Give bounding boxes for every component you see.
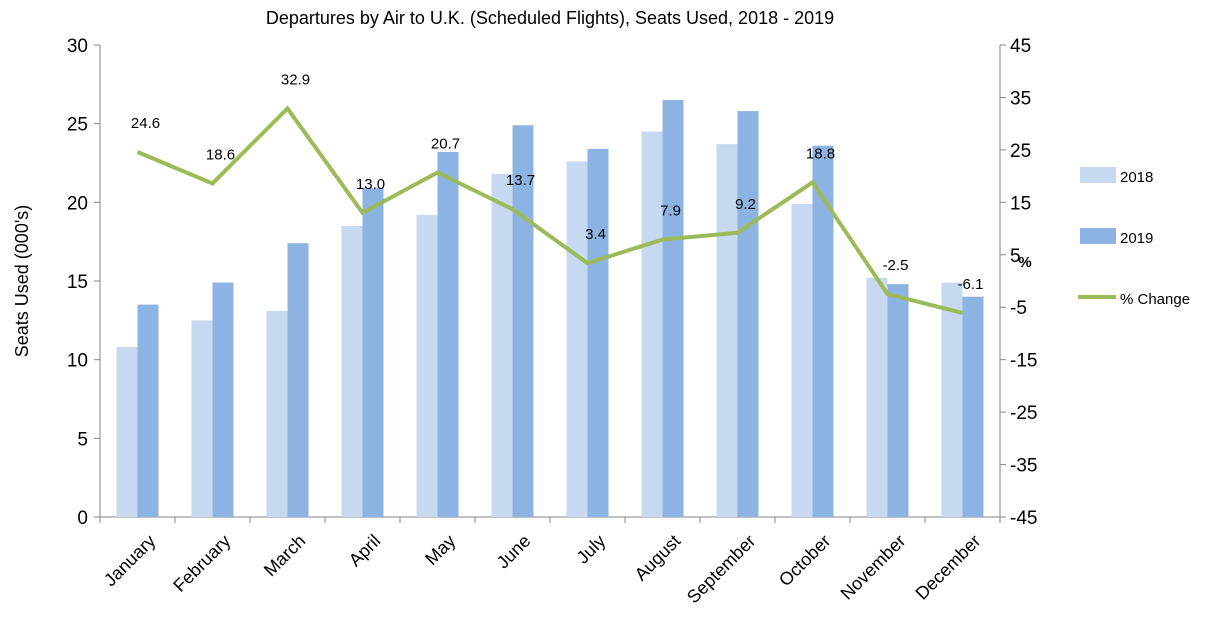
y2-tick-label: -35 xyxy=(1010,456,1037,477)
legend-label: 2019 xyxy=(1120,230,1153,247)
y-axis-label: Seats Used (000's) xyxy=(12,205,32,358)
bar xyxy=(287,243,309,518)
data-label: 32.9 xyxy=(281,71,310,88)
data-label: -2.5 xyxy=(883,257,909,274)
bar xyxy=(791,203,813,517)
x-tick-label: August xyxy=(631,531,685,585)
y2-tick-label: 45 xyxy=(1010,36,1031,57)
y-tick-label: 5 xyxy=(77,429,88,450)
x-tick-label: December xyxy=(912,531,985,604)
y2-tick-label: 35 xyxy=(1010,88,1031,109)
bar xyxy=(941,282,963,517)
x-tick-label: January xyxy=(100,531,159,590)
y-tick-label: 30 xyxy=(67,36,88,57)
bar xyxy=(737,111,759,517)
line xyxy=(136,105,963,315)
y2-tick-label: -45 xyxy=(1010,508,1037,529)
bar xyxy=(362,188,384,517)
data-label: 18.6 xyxy=(206,146,235,163)
bar xyxy=(491,174,513,517)
y2-tick-label: 5 xyxy=(1010,246,1021,267)
y-tick-label: 15 xyxy=(67,272,88,293)
bar xyxy=(137,304,159,517)
x-tick-label: September xyxy=(683,531,759,607)
bar xyxy=(341,225,363,517)
bar xyxy=(716,144,738,517)
chart-title: Departures by Air to U.K. (Scheduled Fli… xyxy=(266,8,834,28)
bar xyxy=(641,131,663,518)
bar xyxy=(662,100,684,518)
x-tick-label: May xyxy=(421,531,459,569)
bar xyxy=(587,148,609,517)
y-tick-label: 10 xyxy=(67,351,88,372)
bar xyxy=(566,161,588,517)
y2-tick-label: -25 xyxy=(1010,403,1037,424)
x-tick-label: March xyxy=(260,531,310,581)
bar xyxy=(887,284,909,517)
legend-label: 2018 xyxy=(1120,169,1153,186)
y-tick-label: 25 xyxy=(67,115,88,136)
bar xyxy=(191,320,213,517)
x-tick-label: October xyxy=(775,531,834,590)
legend-swatch xyxy=(1080,228,1116,244)
legend-label: % Change xyxy=(1120,291,1190,308)
y-tick-label: 20 xyxy=(67,193,88,214)
bar xyxy=(416,214,438,518)
bar xyxy=(266,310,288,517)
y2-tick-label: -5 xyxy=(1010,298,1027,319)
data-label: 9.2 xyxy=(735,196,756,213)
bar xyxy=(212,282,234,517)
bar xyxy=(116,347,138,517)
x-tick-label: November xyxy=(837,531,910,604)
data-label: 7.9 xyxy=(660,203,681,220)
x-tick-label: February xyxy=(169,531,234,596)
x-tick-label: April xyxy=(345,531,385,571)
bar xyxy=(437,151,459,517)
bar xyxy=(962,296,984,517)
data-label: 13.7 xyxy=(506,172,535,189)
y-tick-label: 0 xyxy=(77,508,88,529)
data-label: 3.4 xyxy=(585,226,606,243)
legend-swatch xyxy=(1080,167,1116,183)
y2-axis-label: % xyxy=(1018,254,1031,271)
data-label: 18.8 xyxy=(806,145,835,162)
x-tick-label: June xyxy=(493,531,535,573)
bar xyxy=(812,145,834,517)
data-label: -6.1 xyxy=(958,276,984,293)
y2-tick-label: -15 xyxy=(1010,351,1037,372)
data-label: 24.6 xyxy=(131,115,160,132)
bar xyxy=(866,277,888,517)
data-label: 20.7 xyxy=(431,135,460,152)
y2-tick-label: 25 xyxy=(1010,141,1031,162)
bar xyxy=(512,125,534,518)
x-tick-label: July xyxy=(573,531,610,568)
data-label: 13.0 xyxy=(356,176,385,193)
y2-tick-label: 15 xyxy=(1010,193,1031,214)
